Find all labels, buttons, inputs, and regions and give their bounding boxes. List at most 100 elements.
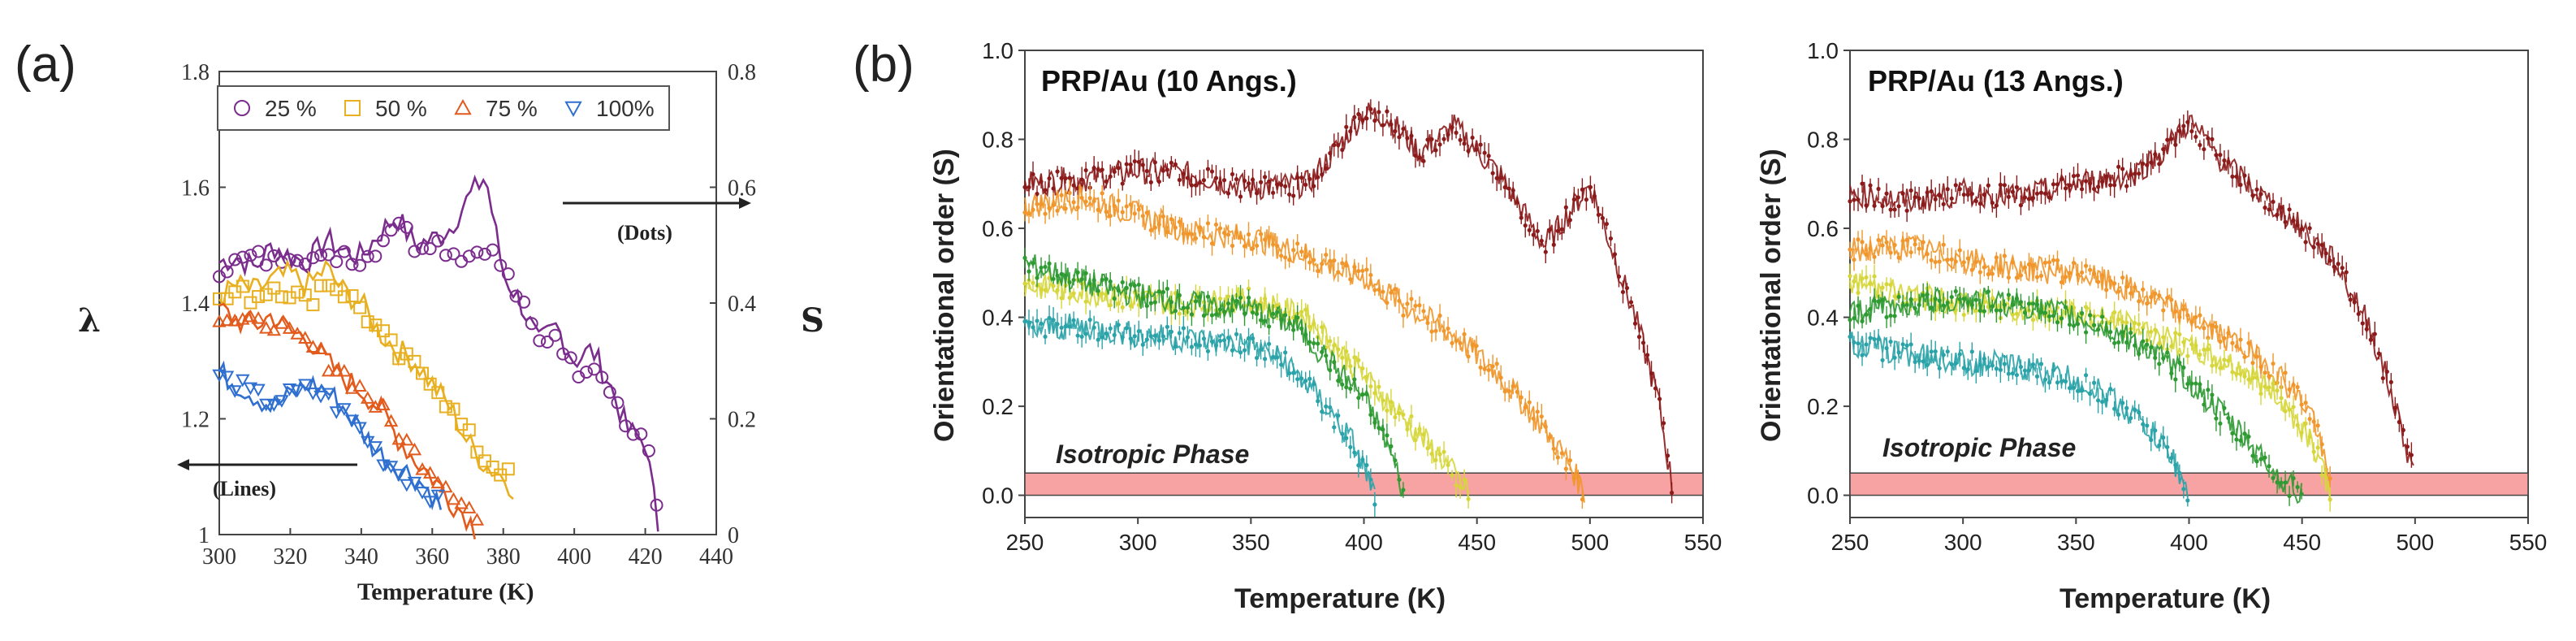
data-point [2319, 242, 2324, 248]
data-point [1160, 214, 1165, 219]
data-point [650, 498, 663, 512]
data-point [1458, 340, 1463, 345]
data-point [1275, 310, 1280, 314]
data-point [2083, 305, 2089, 310]
data-point [2234, 344, 2239, 349]
data-point [1596, 212, 1601, 218]
data-point [2185, 353, 2190, 358]
data-point [415, 487, 430, 500]
data-point [1612, 252, 1618, 257]
data-point [1661, 421, 1666, 426]
data-point [212, 314, 227, 327]
series-100 [212, 360, 445, 511]
data-point [1104, 179, 1109, 184]
data-point [1437, 142, 1442, 147]
data-point [244, 249, 257, 262]
data-point [2340, 266, 2345, 271]
data-point [2238, 182, 2243, 188]
data-point [2263, 370, 2267, 375]
data-point [298, 331, 313, 344]
data-point [1555, 228, 1560, 233]
data-point [1917, 358, 1921, 363]
data-point [2299, 402, 2304, 407]
data-point [1401, 126, 1406, 132]
data-point [1425, 137, 1430, 142]
data-point [2283, 370, 2288, 375]
data-point [2059, 379, 2064, 384]
data-point [2405, 444, 2410, 449]
data-point [1584, 197, 1588, 202]
data-point [1929, 305, 1934, 310]
data-point [634, 427, 648, 441]
data-point [1271, 242, 1276, 247]
data-point [1868, 336, 1873, 340]
data-point [1205, 349, 1211, 353]
data-point [1116, 323, 1121, 327]
data-point [2034, 302, 2040, 307]
data-point [2315, 423, 2320, 428]
data-point [1112, 169, 1117, 175]
data-point [2206, 347, 2211, 352]
data-point [1067, 175, 1072, 180]
data-point [1128, 304, 1133, 309]
data-point [454, 496, 469, 509]
data-point [1067, 295, 1072, 301]
data-point [2161, 356, 2166, 361]
data-point [1852, 316, 1856, 321]
data-point [1441, 328, 1446, 333]
data-point [1262, 357, 1268, 362]
data-point [306, 251, 320, 265]
data-point [1246, 286, 1251, 291]
data-point [1165, 324, 1169, 329]
data-point [1937, 366, 1942, 370]
data-point [1217, 338, 1223, 344]
data-point [2376, 351, 2381, 356]
data-point [2006, 194, 2011, 199]
data-point [1136, 207, 1141, 212]
data-point [1169, 160, 1173, 166]
x-axis-a: 300 320 340 360 380 400 420 440 [202, 528, 733, 570]
data-point [2120, 275, 2125, 280]
data-point [1312, 258, 1316, 262]
x-tick-label: 300 [202, 544, 236, 570]
data-point [2193, 314, 2198, 319]
data-point [1124, 162, 1129, 167]
x-tick-label: 500 [1571, 530, 1609, 555]
data-point [1348, 364, 1353, 369]
data-point [2059, 316, 2064, 321]
data-point [2075, 173, 2081, 178]
data-point [2034, 191, 2040, 196]
data-point [1921, 293, 1926, 298]
data-point [1027, 184, 1031, 190]
data-point [1340, 355, 1345, 361]
data-point [1246, 232, 1251, 237]
y-axis-left-a: 1 1.2 1.4 1.6 1.8 [181, 60, 226, 548]
data-point [462, 249, 476, 263]
data-point [1120, 305, 1125, 310]
data-point [2042, 377, 2048, 382]
data-point [1904, 237, 1909, 243]
data-point [376, 234, 390, 248]
data-point [2332, 264, 2336, 269]
data-point [1421, 309, 1426, 314]
data-point [1083, 167, 1088, 173]
data-point [1896, 255, 1901, 260]
data-point [2372, 331, 2377, 336]
data-point [1864, 275, 1869, 280]
y-tick-label: 1.4 [181, 292, 210, 317]
data-point [447, 247, 460, 261]
data-point [1352, 355, 1357, 360]
data-point [1100, 167, 1104, 172]
data-point [2210, 363, 2215, 368]
data-point [2202, 326, 2206, 331]
data-point [2185, 381, 2190, 387]
data-point [1377, 426, 1381, 431]
data-point [1389, 290, 1394, 295]
data-point [1982, 192, 1986, 197]
data-point [1385, 109, 1390, 114]
data-point [1624, 285, 1630, 291]
data-point [2177, 331, 2182, 337]
data-point [251, 311, 266, 324]
data-point [1246, 295, 1251, 301]
y-tick-label: 0.8 [982, 128, 1014, 153]
